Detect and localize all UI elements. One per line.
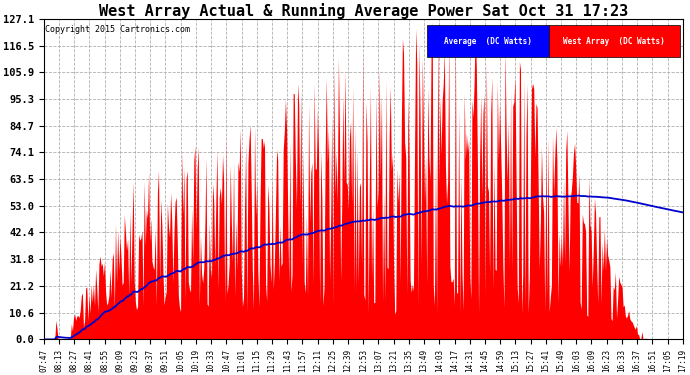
Text: Average  (DC Watts): Average (DC Watts) bbox=[444, 37, 532, 46]
Text: West Array  (DC Watts): West Array (DC Watts) bbox=[563, 37, 665, 46]
FancyBboxPatch shape bbox=[549, 25, 680, 57]
Text: Copyright 2015 Cartronics.com: Copyright 2015 Cartronics.com bbox=[45, 25, 190, 34]
Title: West Array Actual & Running Average Power Sat Oct 31 17:23: West Array Actual & Running Average Powe… bbox=[99, 3, 628, 19]
FancyBboxPatch shape bbox=[427, 25, 549, 57]
